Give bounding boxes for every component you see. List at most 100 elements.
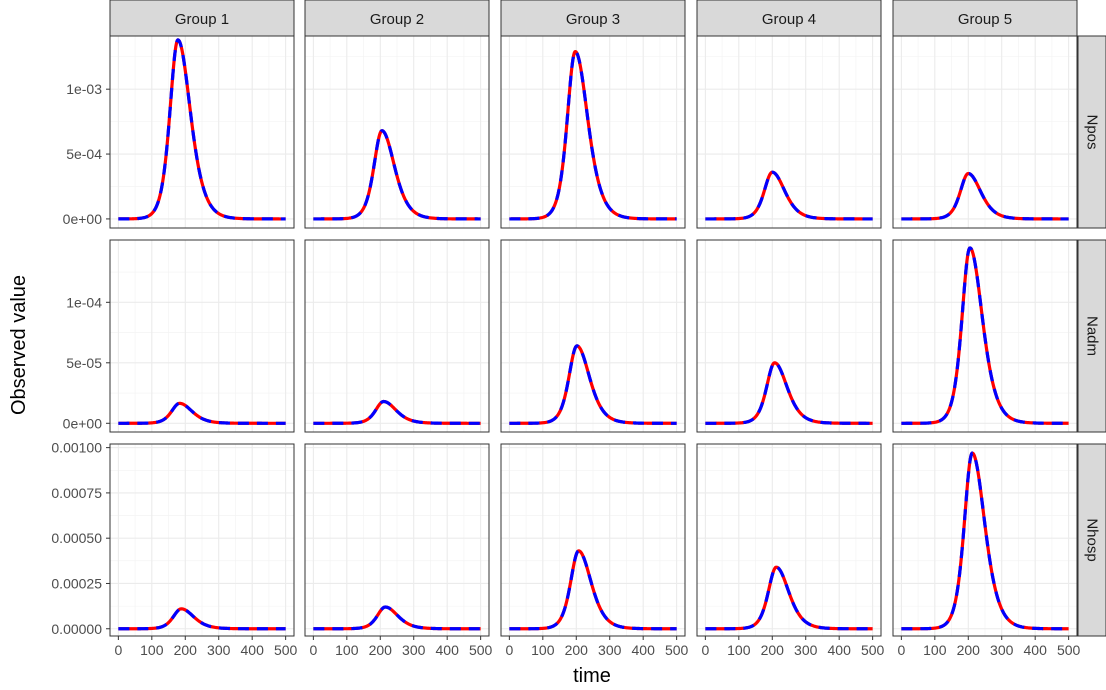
series-line-blue-dashed xyxy=(508,50,678,221)
x-tick-label: 0 xyxy=(309,642,317,658)
panel-border xyxy=(304,443,490,637)
panel xyxy=(500,239,686,433)
column-strip: Group 2 xyxy=(304,0,490,37)
series-line-blue-dashed xyxy=(312,399,482,425)
column-strip-label: Group 1 xyxy=(175,11,229,28)
x-tick-label: 300 xyxy=(794,642,818,658)
x-tick-label: 0 xyxy=(897,642,905,658)
panel xyxy=(696,35,882,229)
y-axis-title: Observed value xyxy=(8,275,30,415)
row-strip: Npos xyxy=(1077,35,1106,229)
panel-grid: Group 1 Group 2 Group 3 Group 4 Group 5 Npos 0… xyxy=(51,0,1106,658)
column-strip: Group 3 xyxy=(500,0,686,37)
row-strip-label: Nadm xyxy=(1084,316,1101,356)
x-tick-label: 500 xyxy=(469,642,493,658)
panel: 0 100 200 300 400 500 xyxy=(109,443,298,658)
panel xyxy=(500,35,686,229)
panel xyxy=(696,239,882,433)
series-line-blue-dashed xyxy=(508,549,678,631)
panel xyxy=(304,239,490,433)
x-tick-label: 400 xyxy=(1024,642,1048,658)
series-line-blue-dashed xyxy=(117,401,287,425)
column-strip-label: Group 2 xyxy=(370,11,424,28)
panel-border xyxy=(696,239,882,433)
column-strip: Group 4 xyxy=(696,0,882,37)
x-axis-title: time xyxy=(573,665,611,687)
panel-border xyxy=(109,35,295,229)
y-tick-label: 1e-03 xyxy=(66,81,102,97)
panel-border xyxy=(500,239,686,433)
x-tick-label: 200 xyxy=(957,642,981,658)
y-tick-label: 0.00050 xyxy=(51,530,102,546)
x-tick-label: 0 xyxy=(701,642,709,658)
x-tick-label: 500 xyxy=(665,642,689,658)
y-tick-label: 1e-04 xyxy=(66,294,102,310)
panel-border xyxy=(500,35,686,229)
series-line-blue-dashed xyxy=(900,171,1070,221)
x-tick-label: 100 xyxy=(727,642,751,658)
x-tick-label: 0 xyxy=(114,642,122,658)
y-tick-label: 0e+00 xyxy=(63,415,103,431)
panel xyxy=(892,35,1078,229)
series-line-blue-dashed xyxy=(117,38,287,221)
strip-background xyxy=(304,0,490,37)
strip-background xyxy=(892,0,1078,37)
y-tick-label: 0.00100 xyxy=(51,440,102,456)
y-tick-label: 5e-04 xyxy=(66,146,102,162)
panel-border xyxy=(696,443,882,637)
panel-border xyxy=(696,35,882,229)
panel-border xyxy=(892,35,1078,229)
series-line-blue-dashed xyxy=(312,605,482,631)
strip-background xyxy=(1077,35,1106,229)
panel xyxy=(892,239,1078,433)
series-line-blue-dashed xyxy=(704,170,874,221)
row-strip-label: Npos xyxy=(1084,114,1101,149)
x-tick-label: 0 xyxy=(505,642,513,658)
x-tick-label: 200 xyxy=(174,642,198,658)
strip-background xyxy=(696,0,882,37)
x-tick-label: 300 xyxy=(598,642,622,658)
panel-border xyxy=(500,443,686,637)
panel-border xyxy=(304,239,490,433)
series-line-blue-dashed xyxy=(900,451,1070,631)
panel xyxy=(109,239,295,433)
y-tick-label: 5e-05 xyxy=(66,355,102,371)
x-tick-label: 500 xyxy=(861,642,885,658)
x-tick-label: 400 xyxy=(241,642,265,658)
x-tick-label: 100 xyxy=(923,642,947,658)
row-strip-label: Nhosp xyxy=(1084,518,1101,561)
x-tick-label: 300 xyxy=(207,642,231,658)
row-strip: Nhosp xyxy=(1077,443,1106,637)
column-strip-label: Group 4 xyxy=(762,11,816,28)
series-line-blue-dashed xyxy=(900,246,1070,425)
y-tick-label: 0.00075 xyxy=(51,485,102,501)
x-tick-label: 300 xyxy=(990,642,1014,658)
strip-background xyxy=(109,0,295,37)
panel xyxy=(109,35,295,229)
panel-border xyxy=(892,443,1078,637)
x-tick-label: 400 xyxy=(632,642,656,658)
x-tick-label: 400 xyxy=(436,642,460,658)
panel: 0 100 200 300 400 500 xyxy=(892,443,1081,658)
strip-background xyxy=(1077,239,1106,433)
series-line-blue-dashed xyxy=(704,565,874,631)
x-tick-label: 100 xyxy=(140,642,164,658)
y-tick-label: 0.00000 xyxy=(51,621,102,637)
panel: 0 100 200 300 400 500 xyxy=(500,443,689,658)
x-tick-label: 100 xyxy=(335,642,359,658)
panel-border xyxy=(109,239,295,433)
column-strip-label: Group 5 xyxy=(958,11,1012,28)
x-tick-label: 200 xyxy=(761,642,785,658)
x-tick-label: 100 xyxy=(531,642,555,658)
x-tick-label: 400 xyxy=(828,642,852,658)
x-tick-label: 300 xyxy=(402,642,426,658)
y-tick-label: 0.00025 xyxy=(51,575,102,591)
x-tick-label: 200 xyxy=(565,642,589,658)
panel-border xyxy=(304,35,490,229)
x-tick-label: 200 xyxy=(369,642,393,658)
column-strip: Group 1 xyxy=(109,0,295,37)
panel-border xyxy=(892,239,1078,433)
panel: 0 100 200 300 400 500 xyxy=(304,443,493,658)
panel xyxy=(304,35,490,229)
y-tick-label: 0e+00 xyxy=(63,211,103,227)
